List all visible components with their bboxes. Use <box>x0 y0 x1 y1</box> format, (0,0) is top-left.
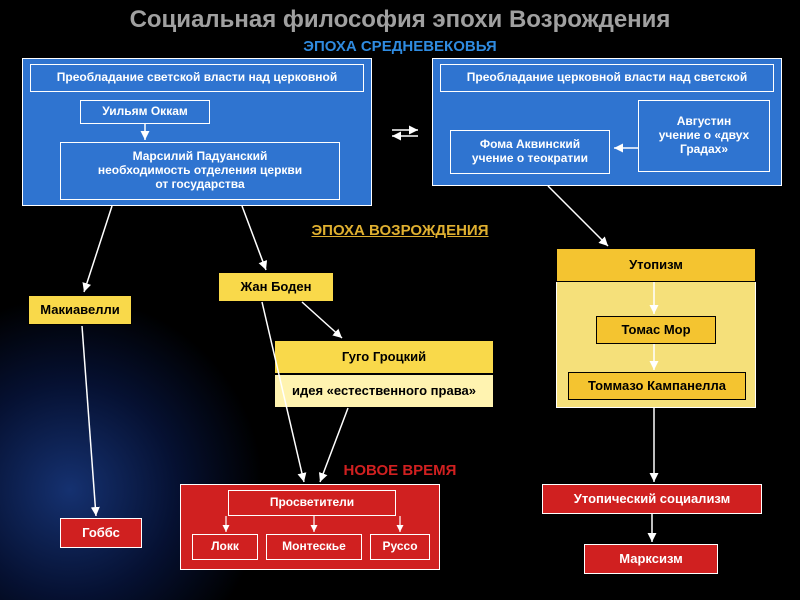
box-utopism-head: Утопизм <box>556 248 756 282</box>
box-aquinas: Фома Аквинский учение о теократии <box>450 130 610 174</box>
box-more: Томас Мор <box>596 316 716 344</box>
box-grotius-name: Гуго Гроцкий <box>274 340 494 374</box>
box-campanella: Томмазо Кампанелла <box>568 372 746 400</box>
marsilius-line3: от государства <box>155 178 244 192</box>
era-modern: НОВОЕ ВРЕМЯ <box>280 462 520 479</box>
augustine-line3: Градах» <box>680 143 728 157</box>
era-middle-ages: ЭПОХА СРЕДНЕВЕКОВЬЯ <box>260 38 540 55</box>
marsilius-line1: Марсилий Падуанский <box>133 150 268 164</box>
era-renaissance: ЭПОХА ВОЗРОЖДЕНИЯ <box>260 222 540 239</box>
box-locke: Локк <box>192 534 258 560</box>
box-ockham: Уильям Оккам <box>80 100 210 124</box>
aquinas-line1: Фома Аквинский <box>480 138 580 152</box>
box-montesquieu: Монтескье <box>266 534 362 560</box>
box-marxism: Марксизм <box>584 544 718 574</box>
box-grotius-idea: идея «естественного права» <box>274 374 494 408</box>
box-hobbes: Гоббс <box>60 518 142 548</box>
box-marsilius: Марсилий Падуанский необходимость отделе… <box>60 142 340 200</box>
box-enlighteners-head: Просветители <box>228 490 396 516</box>
box-bodin: Жан Боден <box>218 272 334 302</box>
box-augustine: Августин учение о «двух Градах» <box>638 100 770 172</box>
box-utopian-socialism: Утопический социализм <box>542 484 762 514</box>
marsilius-line2: необходимость отделения церкви <box>98 164 302 178</box>
box-secular-head: Преобладание светской власти над церковн… <box>30 64 364 92</box>
box-rousseau: Руссо <box>370 534 430 560</box>
page-title: Социальная философия эпохи Возрождения <box>0 6 800 34</box>
augustine-line1: Августин <box>677 115 732 129</box>
box-machiavelli: Макиавелли <box>28 295 132 325</box>
box-church-head: Преобладание церковной власти над светск… <box>440 64 774 92</box>
aquinas-line2: учение о теократии <box>472 152 588 166</box>
augustine-line2: учение о «двух <box>659 129 749 143</box>
diagram-stage: Социальная философия эпохи Возрождения Э… <box>0 0 800 600</box>
